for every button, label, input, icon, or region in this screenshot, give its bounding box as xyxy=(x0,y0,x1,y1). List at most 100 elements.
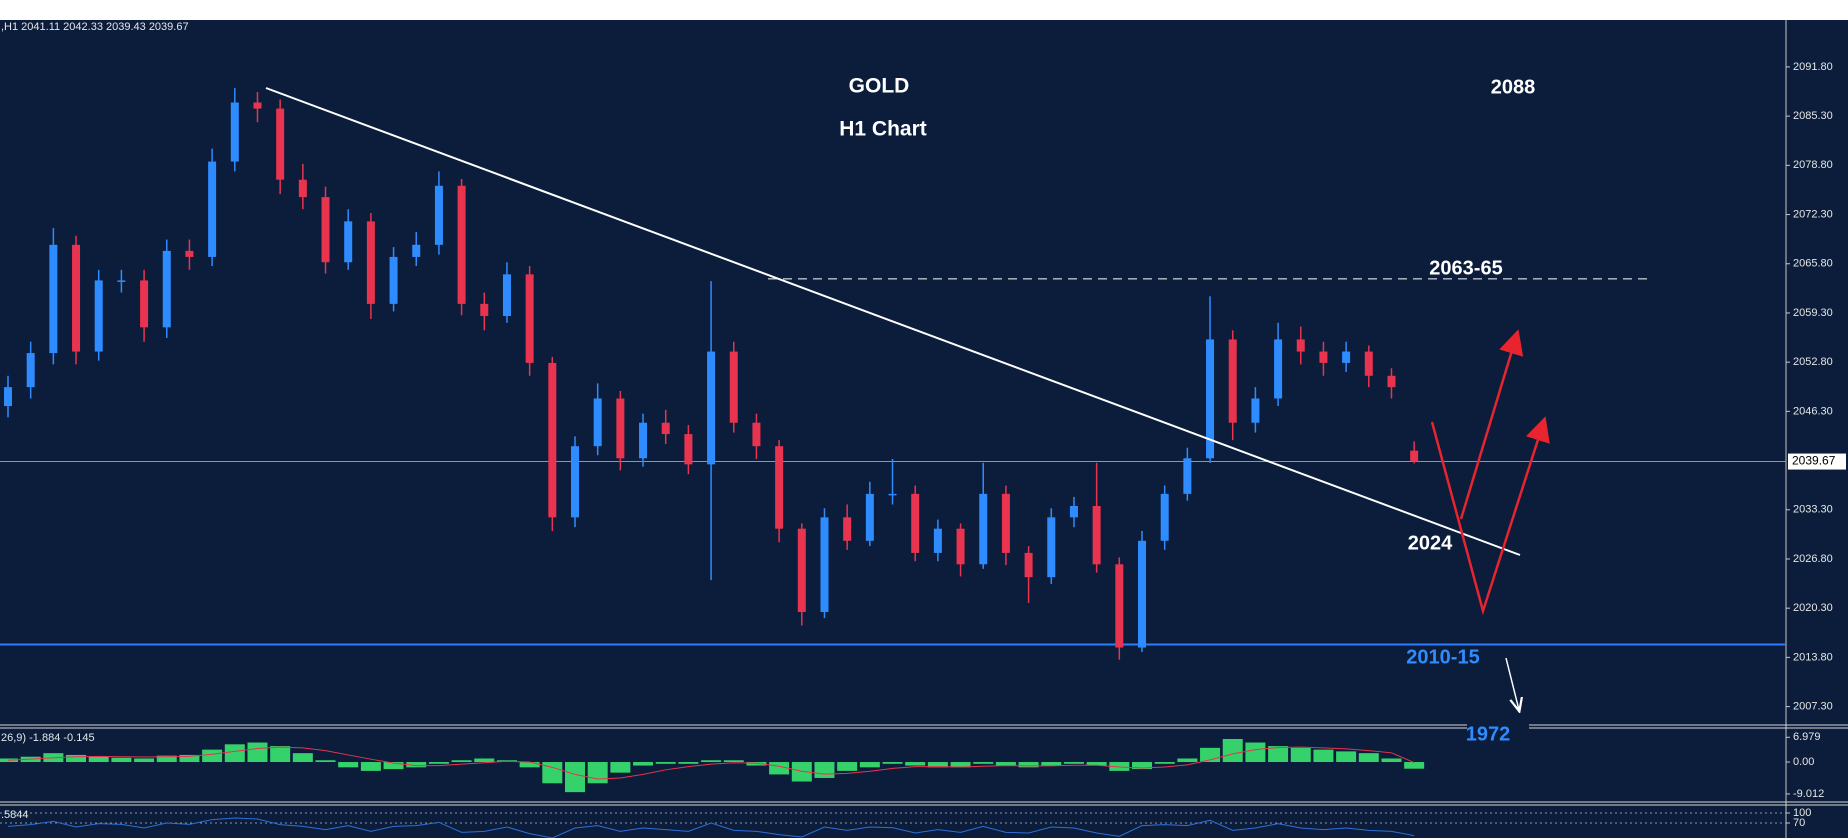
y-tick-label: 70 xyxy=(1793,817,1805,829)
y-tick-label: 2052.80 xyxy=(1793,356,1833,368)
histogram-bar xyxy=(315,760,336,763)
scenario-arrow xyxy=(1459,329,1524,520)
y-tick-label: 2085.30 xyxy=(1793,110,1833,122)
annotation: 2063-65 xyxy=(1429,257,1502,279)
histogram-bar xyxy=(542,762,563,784)
histogram-bar xyxy=(927,762,948,768)
histogram-bar xyxy=(383,762,404,770)
candle-body xyxy=(1274,339,1283,399)
histogram-bar xyxy=(1086,762,1107,766)
candle-body xyxy=(593,398,602,447)
histogram-bar xyxy=(1245,742,1266,763)
histogram-bar xyxy=(701,760,722,763)
histogram-bar xyxy=(1018,762,1039,768)
histogram-bar xyxy=(1132,762,1152,770)
candle-body xyxy=(434,185,443,245)
candle-body xyxy=(979,493,988,565)
histogram-bar xyxy=(1109,762,1130,771)
candle-body xyxy=(94,280,103,352)
histogram-bar xyxy=(1358,753,1379,763)
candle-body xyxy=(865,493,874,541)
candle-body xyxy=(1342,351,1351,363)
histogram-bar xyxy=(610,762,631,773)
candle-body xyxy=(548,362,557,518)
histogram-bar xyxy=(338,762,359,768)
histogram-bar xyxy=(1336,751,1357,763)
candle-body xyxy=(639,422,648,459)
signal-line xyxy=(7,746,1415,780)
candle-body xyxy=(1296,339,1305,352)
candle-body xyxy=(208,161,217,257)
y-tick-label: 2078.80 xyxy=(1793,159,1833,171)
candle-body xyxy=(1160,493,1169,541)
candle-body xyxy=(117,280,126,282)
candle-body xyxy=(571,446,579,518)
histogram-bar xyxy=(451,760,472,763)
annotation: 2088 xyxy=(1491,76,1536,98)
candle-body xyxy=(797,528,806,612)
candle-body xyxy=(140,280,149,328)
overlay: ,H1 2041.11 2042.33 2039.43 2039.67 GOLD H… xyxy=(0,21,1848,821)
candle-body xyxy=(752,422,761,447)
candle-body xyxy=(1183,458,1192,494)
histogram-bar xyxy=(950,762,971,768)
plot: 2091.80 2085.30 2078.80 2072.30 2065.80 2059.… xyxy=(0,61,1846,838)
histogram-bar xyxy=(1381,758,1402,763)
histogram-bar xyxy=(1154,762,1175,764)
candle-body xyxy=(911,493,920,553)
candle-body xyxy=(661,422,670,435)
candle-body xyxy=(1364,351,1373,376)
candle-body xyxy=(457,185,466,304)
chart-subtitle: H1 Chart xyxy=(839,118,927,141)
histogram-bar xyxy=(428,762,449,764)
candle-body xyxy=(1410,450,1419,462)
panel-label: .5844 xyxy=(1,809,29,821)
y-tick-label: 2059.30 xyxy=(1793,307,1833,319)
candle-body xyxy=(4,387,12,407)
histogram-bar xyxy=(1290,747,1311,763)
y-tick-label: 6.979 xyxy=(1793,731,1821,743)
candle-body xyxy=(616,398,625,459)
candle-body xyxy=(1047,517,1056,578)
candle-body xyxy=(1387,375,1396,388)
histogram-bar xyxy=(723,760,744,763)
y-tick-label: -9.012 xyxy=(1793,788,1824,800)
candle-body xyxy=(1138,540,1146,648)
histogram-bar xyxy=(111,757,132,763)
candle-body xyxy=(366,221,375,304)
candle-body xyxy=(162,250,171,328)
candle-body xyxy=(729,351,738,423)
histogram-bar xyxy=(1268,746,1289,763)
indicator-line xyxy=(7,817,1415,838)
histogram-bar xyxy=(156,755,177,763)
histogram-bar xyxy=(633,762,654,766)
histogram-bar xyxy=(292,753,313,763)
candle-body xyxy=(1001,493,1010,553)
candle-body xyxy=(49,244,58,354)
candle-body xyxy=(933,528,942,553)
histogram-bar xyxy=(973,762,994,764)
y-tick-label: 2065.80 xyxy=(1793,258,1833,270)
histogram-bar xyxy=(519,762,540,768)
trendline xyxy=(265,87,1521,556)
histogram-bar xyxy=(859,762,880,768)
histogram-bar xyxy=(1063,762,1084,764)
y-tick-label: 2091.80 xyxy=(1793,61,1833,73)
histogram-bar xyxy=(837,762,858,771)
panel-label: ,H1 2041.11 2042.33 2039.43 2039.67 xyxy=(1,21,189,33)
histogram-bar xyxy=(202,749,223,763)
candle-body xyxy=(412,244,421,257)
candle-body xyxy=(1069,505,1078,518)
histogram-bar xyxy=(1313,749,1334,763)
panel-label: 26,9) -1.884 -0.145 xyxy=(1,732,95,744)
histogram-bar xyxy=(247,742,268,763)
candle-body xyxy=(775,446,784,529)
histogram-bar xyxy=(270,746,291,763)
candle-body xyxy=(502,274,511,316)
candle-body xyxy=(276,108,285,180)
histogram-bar xyxy=(134,758,155,763)
y-tick-label: 2072.30 xyxy=(1793,208,1833,220)
candle-body xyxy=(1206,339,1215,459)
y-tick-label: 2007.30 xyxy=(1793,700,1833,712)
scenario-arrow xyxy=(1430,416,1550,616)
